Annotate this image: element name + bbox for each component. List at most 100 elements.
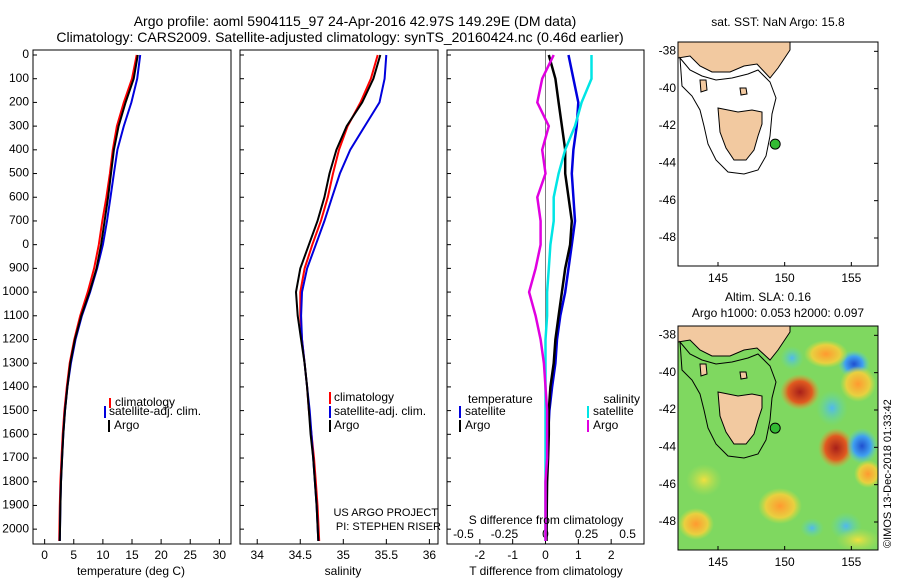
difference-legend-temperature: temperature satellite Argo	[459, 392, 533, 432]
difference-series-s-argo	[527, 54, 555, 541]
temperature-xlabel: temperature (deg C)	[77, 564, 185, 578]
sst-map-background	[678, 42, 878, 266]
depth-tick-label: 200	[9, 95, 29, 109]
flinders-island	[739, 371, 748, 380]
tasmania	[717, 391, 763, 445]
t-difference-tick-label: -1	[507, 548, 518, 562]
temperature-tick-label: 30	[213, 548, 227, 562]
temperature-tick-label: 25	[184, 548, 198, 562]
s-difference-tick-label: -0.5	[453, 527, 474, 541]
salinity-profiles	[294, 54, 388, 542]
depth-tick-label: 500	[9, 166, 29, 180]
sla-map-title-1: Altim. SLA: 0.16	[725, 290, 811, 304]
difference-panel: -2 -1 0 1 2 -0.5 -0.25 0 0.25 0.5 T difference f…	[446, 49, 645, 578]
argo-float-marker	[769, 138, 781, 150]
map-lon-tick-label: 145	[708, 271, 728, 285]
salinity-axes-frame	[239, 49, 439, 545]
salinity-series-climatology	[299, 54, 379, 542]
sla-map-axes: 145 150 155 -38 -40 -42 -44 -46 -48	[659, 328, 878, 569]
salinity-tick-label: 35	[337, 548, 351, 562]
map-lat-tick-label: -40	[659, 81, 677, 95]
sla-anomaly	[758, 488, 802, 524]
temperature-tick-label: 5	[70, 548, 77, 562]
legend-label-argo: Argo	[114, 418, 140, 432]
depth-tick-label: 1800	[2, 474, 29, 488]
difference-series-s-satellite	[544, 55, 593, 541]
king-island	[699, 79, 708, 93]
temperature-series-argo	[58, 54, 139, 542]
depth-tick-label: 2000	[2, 521, 29, 535]
t-difference-axis: -2 -1 0 1 2	[474, 539, 615, 562]
legend-title-salinity: salinity	[603, 392, 640, 406]
depth-tick-label: 1900	[2, 498, 29, 512]
salinity-axis: 34 34.5 35 35.5 36	[251, 539, 437, 562]
map-lat-tick-label: -38	[659, 44, 677, 58]
title-line-1: Argo profile: aoml 5904115_97 24-Apr-201…	[134, 13, 577, 29]
s-difference-tick-label: -0.25	[491, 527, 519, 541]
depth-tick-label: 0	[22, 47, 29, 61]
legend-label-s-satellite: satellite	[593, 404, 634, 418]
temperature-panel: 0100200300400500600700090010001100120013…	[2, 47, 451, 578]
sla-anomaly	[686, 464, 722, 496]
depth-tick-label: 1700	[2, 450, 29, 464]
legend-label-argo: Argo	[334, 418, 360, 432]
legend-label-satellite: satellite-adj. clim.	[109, 404, 201, 418]
map-lon-tick-label: 150	[775, 271, 795, 285]
depth-tick-label: 100	[9, 71, 29, 85]
map-lat-tick-label: -46	[659, 193, 677, 207]
s-difference-tick-label: 0.25	[575, 527, 599, 541]
map-lat-tick-label: -40	[659, 365, 677, 379]
sla-map-title-2: Argo h1000: 0.053 h2000: 0.097	[692, 306, 864, 320]
temperature-tick-label: 10	[96, 548, 110, 562]
shelf-contour	[679, 56, 777, 175]
temperature-profiles	[58, 54, 142, 542]
map-lat-tick-label: -44	[659, 156, 677, 170]
temperature-axes-frame	[32, 49, 232, 545]
legend-label-satellite: satellite-adj. clim.	[334, 404, 426, 418]
legend-label-s-argo: Argo	[593, 418, 619, 432]
sst-map-axes: 145 150 155 -38 -40 -42 -44 -46 -48	[659, 44, 878, 285]
australia-coastline	[678, 326, 791, 361]
t-difference-tick-label: 2	[608, 548, 615, 562]
difference-legend-salinity: salinity satellite Argo	[587, 392, 640, 432]
depth-tick-label: 400	[9, 142, 29, 156]
map-lat-tick-label: -46	[659, 477, 677, 491]
depth-tick-label: 300	[9, 118, 29, 132]
depth-tick-label: 1400	[2, 379, 29, 393]
map-lat-tick-label: -48	[659, 230, 677, 244]
map-lat-tick-label: -42	[659, 118, 677, 132]
legend-title-temperature: temperature	[468, 392, 533, 406]
depth-axis: 0 100 200 300 400 500 600 700 0 900 1000 1100 1200 13…	[2, 47, 451, 535]
depth-tick-label: 0	[22, 237, 29, 251]
sst-map-frame	[677, 41, 879, 267]
sla-anomaly	[678, 508, 714, 540]
sla-anomaly	[840, 366, 876, 402]
salinity-panel: 34 34.5 35 35.5 36 salinity climatology sate…	[239, 49, 441, 578]
sst-map-panel: sat. SST: NaN Argo: 15.8 145 150 155 -38 -40…	[659, 15, 879, 285]
temperature-legend: climatology satellite-adj. clim. Argo	[104, 395, 201, 432]
t-difference-tick-label: 1	[575, 548, 582, 562]
map-lon-tick-label: 155	[841, 555, 861, 569]
salinity-legend: climatology satellite-adj. clim. Argo	[329, 390, 426, 432]
salinity-series-argo	[294, 54, 382, 542]
sst-map-title: sat. SST: NaN Argo: 15.8	[711, 15, 845, 29]
tasmania	[717, 107, 763, 161]
sla-anomaly	[780, 346, 804, 370]
salinity-tick-label: 36	[423, 548, 437, 562]
sst-map-content	[678, 42, 791, 175]
s-difference-tick-label: 0.5	[619, 527, 636, 541]
salinity-tick-label: 35.5	[375, 548, 399, 562]
s-difference-xlabel: S difference from climatology	[469, 513, 624, 527]
depth-tick-label: 900	[9, 261, 29, 275]
sla-anomaly	[804, 340, 848, 368]
map-lon-tick-label: 155	[841, 271, 861, 285]
t-difference-tick-label: -2	[474, 548, 485, 562]
argo-float-marker	[769, 422, 781, 434]
map-lat-tick-label: -44	[659, 440, 677, 454]
flinders-island	[739, 87, 748, 96]
depth-tick-label: 600	[9, 189, 29, 203]
temperature-tick-label: 0	[41, 548, 48, 562]
australia-coastline	[678, 42, 791, 79]
map-lat-tick-label: -42	[659, 402, 677, 416]
